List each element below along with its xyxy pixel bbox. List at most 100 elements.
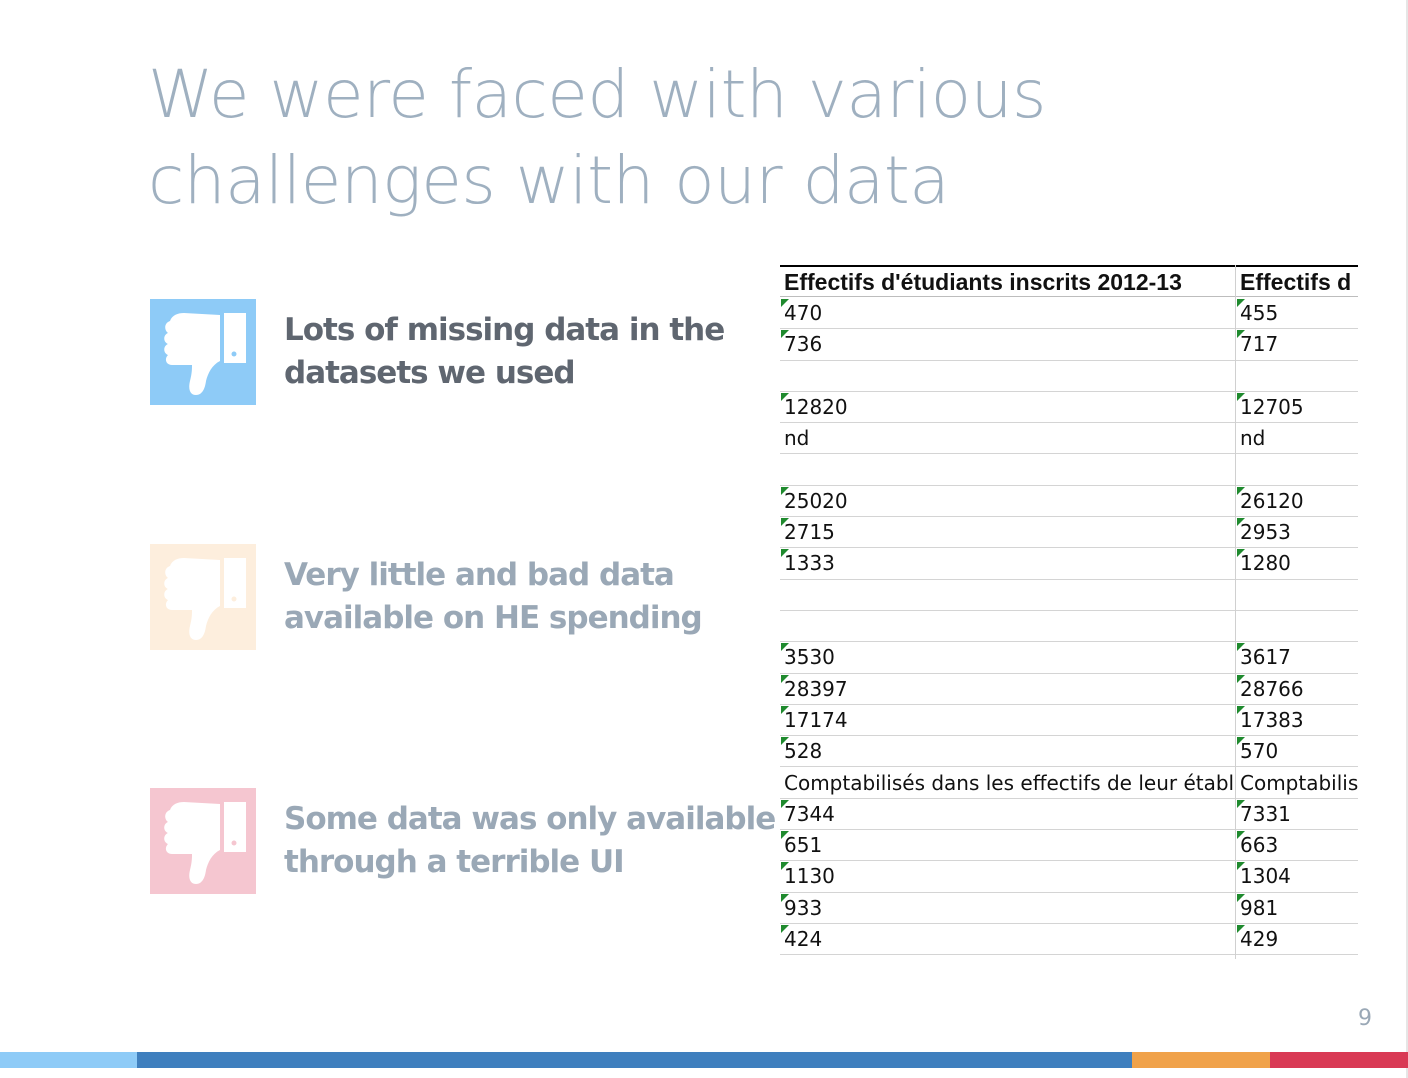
spreadsheet-cell: 2953 — [1240, 520, 1291, 545]
error-flag-icon — [1237, 862, 1245, 871]
title-line-1: We were faced with various — [148, 56, 1046, 133]
spreadsheet-cell: 981 — [1240, 895, 1279, 920]
thumbs-down-icon — [150, 544, 256, 650]
spreadsheet-cell: 663 — [1240, 833, 1279, 858]
spreadsheet-row: 528 570 — [780, 736, 1358, 768]
spreadsheet-cell: 1304 — [1240, 864, 1291, 889]
spreadsheet-row: 651 663 — [780, 830, 1358, 862]
spreadsheet-row: 25020 26120 — [780, 486, 1358, 518]
bullet-line: Very little and bad data — [284, 557, 675, 593]
spreadsheet-cell: 717 — [1240, 332, 1279, 357]
spreadsheet-row — [780, 455, 1358, 486]
error-flag-icon — [781, 643, 789, 652]
spreadsheet-cell: 1280 — [1240, 551, 1291, 576]
spreadsheet-cell: 12705 — [1240, 394, 1304, 419]
error-flag-icon — [781, 893, 789, 902]
spreadsheet-cell: 28766 — [1240, 676, 1304, 701]
spreadsheet-row: 7344 7331 — [780, 799, 1358, 831]
column-divider — [1235, 265, 1236, 959]
error-flag-icon — [1237, 330, 1245, 339]
error-flag-icon — [1237, 893, 1245, 902]
spreadsheet-cell: 26120 — [1240, 488, 1304, 513]
error-flag-icon — [1237, 705, 1245, 714]
spreadsheet-cell: 1333 — [784, 551, 835, 576]
error-flag-icon — [1237, 925, 1245, 933]
error-flag-icon — [781, 299, 789, 307]
spreadsheet-row: 1333 1280 — [780, 548, 1358, 580]
spreadsheet-cell — [1236, 455, 1358, 486]
footer-bar-light-blue — [0, 1052, 137, 1068]
spreadsheet-cell: 17174 — [784, 707, 848, 732]
footer-bar-orange — [1132, 1052, 1270, 1068]
error-flag-icon — [781, 330, 789, 339]
spreadsheet-cell: 455 — [1240, 301, 1279, 325]
title-line-2: challenges with our data — [148, 142, 950, 219]
spreadsheet-cell: 1130 — [784, 864, 835, 889]
spreadsheet-row: 933 981 — [780, 893, 1358, 924]
error-flag-icon — [1237, 299, 1245, 307]
spreadsheet-cell: 2715 — [784, 520, 835, 545]
spreadsheet-cell: 3617 — [1240, 645, 1291, 670]
error-flag-icon — [781, 831, 789, 840]
error-flag-icon — [781, 925, 789, 933]
error-flag-icon — [781, 518, 789, 527]
bullet-text: Very little and bad data available on HE… — [284, 554, 754, 640]
bullet-line: available on HE spending — [284, 600, 703, 636]
spreadsheet-cell: 25020 — [784, 488, 848, 513]
footer-bar-red — [1270, 1052, 1408, 1068]
spreadsheet-row — [780, 611, 1358, 643]
spreadsheet-row: 424 429 — [780, 924, 1358, 956]
spreadsheet-cell — [1236, 580, 1358, 611]
error-flag-icon — [781, 862, 789, 871]
spreadsheet-cell — [1236, 611, 1358, 642]
error-flag-icon — [1237, 549, 1245, 558]
spreadsheet-row: 1130 1304 — [780, 861, 1358, 893]
error-flag-icon — [1237, 831, 1245, 840]
error-flag-icon — [1237, 737, 1245, 746]
spreadsheet-cell: 28397 — [784, 676, 848, 701]
spreadsheet-row: 12820 12705 — [780, 392, 1358, 424]
error-flag-icon — [781, 674, 789, 683]
spreadsheet-row — [780, 361, 1358, 392]
error-flag-icon — [1237, 518, 1245, 527]
spreadsheet-cell: 3530 — [784, 645, 835, 670]
bullet-line: through a terrible UI — [284, 844, 625, 880]
spreadsheet-cell: nd — [784, 426, 810, 451]
spreadsheet-row: 3530 3617 — [780, 642, 1358, 674]
error-flag-icon — [1237, 486, 1245, 495]
spreadsheet-cell — [780, 611, 1235, 642]
error-flag-icon — [781, 737, 789, 746]
error-flag-icon — [781, 392, 789, 401]
spreadsheet-cell: Comptabilisés dans les effectifs de leur… — [784, 770, 1235, 795]
spreadsheet-header-cell: Effectifs d — [1240, 269, 1352, 295]
error-flag-icon — [781, 799, 789, 808]
thumbs-down-icon — [150, 299, 256, 405]
spreadsheet-cell: 7344 — [784, 801, 835, 826]
bullet-text: Lots of missing data in the datasets we … — [284, 309, 754, 395]
spreadsheet-header-cell: Effectifs d'étudiants inscrits 2012-13 — [784, 269, 1182, 295]
spreadsheet-screenshot: Effectifs d'étudiants inscrits 2012-13 E… — [780, 265, 1358, 959]
spreadsheet-cell: 429 — [1240, 927, 1279, 951]
error-flag-icon — [781, 705, 789, 714]
thumbs-down-icon — [150, 788, 256, 894]
spreadsheet-header-row: Effectifs d'étudiants inscrits 2012-13 E… — [780, 265, 1358, 297]
spreadsheet-cell: 7331 — [1240, 801, 1291, 826]
spreadsheet-cell: 528 — [784, 739, 823, 764]
spreadsheet-cell: 17383 — [1240, 707, 1304, 732]
spreadsheet-cell — [1236, 361, 1358, 392]
error-flag-icon — [781, 486, 789, 495]
spreadsheet-cell: nd — [1240, 426, 1266, 451]
page-number: 9 — [1358, 1006, 1372, 1031]
spreadsheet-cell: 933 — [784, 895, 823, 920]
spreadsheet-row: Comptabilisés dans les effectifs de leur… — [780, 768, 1358, 799]
spreadsheet-row: 17174 17383 — [780, 705, 1358, 737]
error-flag-icon — [1237, 392, 1245, 401]
bullet-terrible-ui: Some data was only available through a t… — [150, 788, 776, 896]
error-flag-icon — [1237, 643, 1245, 652]
spreadsheet-row: 470 455 — [780, 298, 1358, 330]
spreadsheet-cell — [780, 580, 1235, 611]
bullet-line: Some data was only available — [284, 801, 776, 837]
bullet-text: Some data was only available through a t… — [284, 798, 776, 884]
slide-title: We were faced with various challenges wi… — [148, 52, 1248, 224]
spreadsheet-row: 2715 2953 — [780, 517, 1358, 549]
